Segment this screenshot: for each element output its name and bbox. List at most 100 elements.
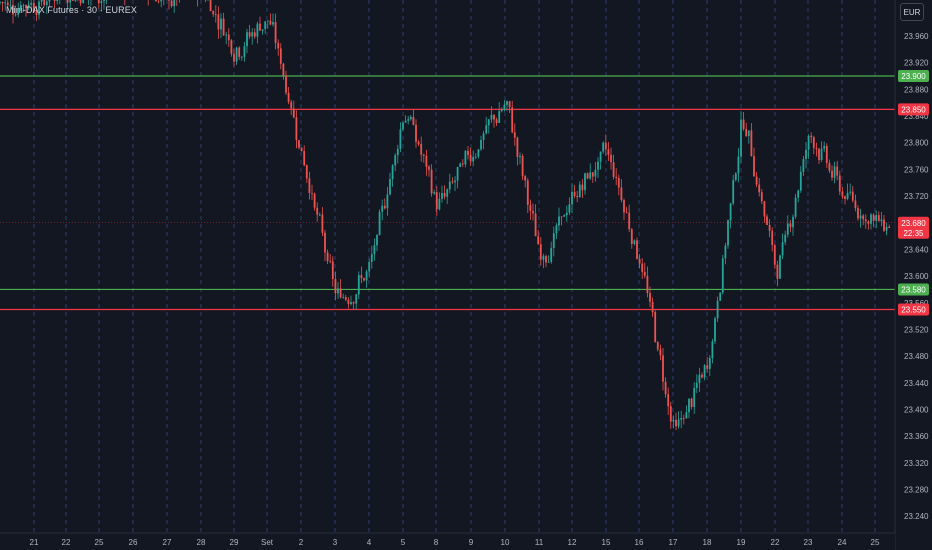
candle-body (256, 23, 259, 37)
candle-body (290, 101, 293, 109)
candle-body (168, 0, 170, 1)
candle-body (675, 420, 677, 427)
candle-body (342, 297, 345, 298)
last-price-label: 23.680 (901, 219, 926, 228)
candle-body (391, 165, 394, 180)
candle-body (334, 279, 337, 294)
candle-body (646, 275, 649, 294)
candle-body (298, 140, 300, 148)
candle-body (698, 374, 701, 383)
candle-body (337, 288, 339, 294)
candle-body (810, 135, 813, 138)
x-tick-label: 22 (62, 538, 71, 547)
candle-body (885, 226, 888, 231)
candle-body (227, 34, 230, 41)
candle-body (368, 261, 371, 272)
candle-body (685, 412, 688, 419)
candle-body (532, 211, 534, 214)
candle-body (849, 191, 852, 193)
candle-body (376, 235, 378, 246)
candle-body (399, 129, 402, 149)
candle-body (516, 137, 519, 157)
candle-body (537, 236, 540, 245)
candle-body (14, 14, 17, 16)
candle-body (807, 135, 810, 150)
candle-body (833, 166, 836, 178)
candle-body (818, 148, 820, 161)
y-tick-label: 23.720 (904, 192, 929, 201)
candle-body (846, 192, 849, 199)
candle-body (867, 221, 870, 224)
candle-body (220, 18, 222, 30)
candle-body (563, 215, 566, 217)
y-tick-label: 23.440 (904, 379, 929, 388)
candle-body (355, 294, 358, 304)
candle-body (836, 166, 839, 176)
candle-body (568, 204, 571, 213)
candle-body (383, 205, 386, 209)
y-tick-label: 23.320 (904, 459, 929, 468)
y-tick-label: 23.960 (904, 32, 929, 41)
candle-body (669, 406, 672, 422)
candle-body (747, 130, 750, 137)
x-tick-label: 23 (804, 538, 813, 547)
candle-body (529, 205, 532, 212)
x-tick-label: 21 (30, 538, 39, 547)
candle-body (758, 184, 761, 193)
candle-body (547, 261, 550, 263)
candle-body (745, 129, 748, 137)
currency-button[interactable]: EUR (900, 3, 924, 21)
candle-body (404, 120, 407, 123)
candle-body (693, 388, 696, 407)
candle-body (412, 116, 415, 125)
y-tick-label: 23.640 (904, 245, 929, 254)
candle-body (524, 176, 527, 181)
candle-body (282, 63, 285, 76)
candle-body (217, 14, 220, 30)
y-tick-label: 23.480 (904, 352, 929, 361)
candle-body (264, 21, 267, 30)
candle-body (690, 398, 693, 407)
candle-body (373, 245, 376, 255)
last-price-tag (898, 216, 929, 239)
candle-body (711, 341, 714, 358)
candle-body (534, 213, 537, 237)
candle-body (550, 247, 553, 262)
candle-body (350, 302, 352, 304)
y-tick-label: 23.400 (904, 406, 929, 415)
y-tick-label: 23.840 (904, 112, 929, 121)
candle-body (30, 3, 33, 5)
candle-body (594, 169, 597, 177)
candle-body (820, 148, 823, 161)
candle-body (768, 224, 771, 231)
candle-body (589, 172, 592, 179)
candle-body (701, 374, 703, 378)
candle-body (719, 292, 722, 301)
candle-body (789, 223, 792, 228)
candle-body (279, 48, 282, 64)
candle-body (420, 144, 423, 155)
candle-body (526, 180, 529, 206)
candle-body (625, 212, 628, 214)
candle-body (316, 207, 319, 215)
candle-body (511, 107, 514, 133)
candle-body (324, 232, 326, 253)
candle-body (565, 212, 568, 216)
candle-body (71, 0, 74, 1)
candle-body (329, 261, 332, 262)
candle-body (417, 141, 420, 145)
candle-body (498, 111, 501, 123)
candle-body (66, 0, 69, 3)
candle-body (45, 1, 48, 5)
candle-body (389, 179, 391, 195)
candle-body (615, 176, 618, 178)
x-tick-label: 3 (333, 538, 338, 547)
candle-body (454, 180, 456, 183)
candle-body (654, 312, 657, 343)
candle-body (4, 2, 7, 4)
candle-body (854, 200, 857, 209)
candle-body (555, 225, 558, 234)
candle-body (17, 8, 20, 15)
candle-body (285, 75, 287, 93)
